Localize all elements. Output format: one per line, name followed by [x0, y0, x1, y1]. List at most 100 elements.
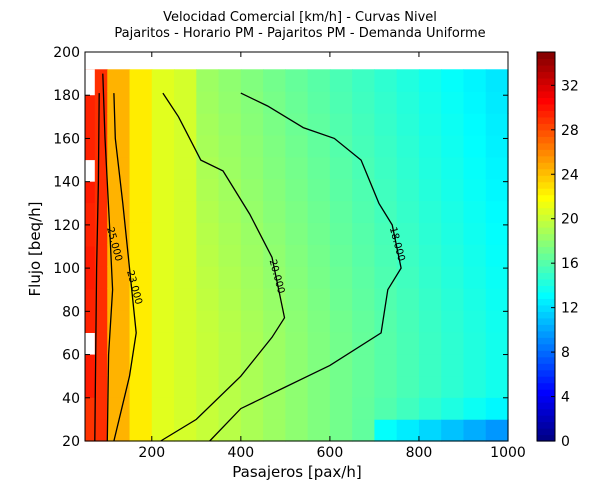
colorbar-segment	[537, 356, 555, 364]
heatmap-cell	[352, 244, 376, 267]
heatmap-cell	[329, 397, 353, 420]
colorbar-segment	[537, 149, 555, 157]
heatmap-cell	[307, 266, 331, 289]
heatmap-cell	[374, 91, 398, 114]
heatmap-cell	[151, 222, 175, 245]
heatmap-cell	[463, 244, 487, 267]
contour-line	[160, 92, 286, 442]
heatmap-cell	[307, 178, 331, 202]
heatmap-cell	[151, 353, 175, 377]
heatmap-cell	[240, 419, 264, 442]
heatmap-cell	[374, 200, 398, 223]
heatmap-cell	[463, 353, 487, 377]
heatmap-cell	[374, 178, 398, 202]
colorbar-segment	[537, 155, 555, 163]
chart-title-line-1: Velocidad Comercial [km/h] - Curvas Nive…	[163, 10, 437, 25]
heatmap-cell	[218, 113, 242, 136]
heatmap-cell	[352, 91, 376, 114]
heatmap-cell	[240, 178, 264, 202]
heatmap-cell	[174, 331, 197, 355]
heatmap-cell	[463, 134, 487, 158]
colorbar-segment	[537, 415, 555, 423]
colorbar-segment	[537, 291, 555, 299]
heatmap-cell	[196, 419, 220, 442]
heatmap-cell	[307, 244, 331, 267]
heatmap-cell	[285, 266, 309, 289]
heatmap-cell	[85, 160, 95, 182]
heatmap-cell	[107, 397, 131, 420]
heatmap-cell	[285, 353, 309, 377]
heatmap-cell	[396, 309, 420, 333]
heatmap-cell	[352, 331, 376, 355]
heatmap-cell	[441, 222, 465, 245]
heatmap-cell	[174, 91, 197, 114]
heatmap-cell	[85, 332, 95, 355]
colorbar-segment	[537, 110, 555, 118]
heatmap-cell	[396, 287, 420, 311]
colorbar-segment	[537, 363, 555, 371]
heatmap-cell	[196, 156, 220, 180]
heatmap-cell	[374, 419, 398, 442]
heatmap-cell	[129, 113, 153, 136]
heatmap-cell	[218, 222, 242, 245]
heatmap-cell	[196, 91, 220, 114]
heatmap-cell	[174, 287, 197, 311]
x-tick-label: 600	[317, 445, 344, 461]
plot-frame	[84, 51, 509, 442]
heatmap-cell	[396, 375, 420, 398]
heatmap-cell	[396, 200, 420, 223]
colorbar: 0 4 8 12 16 20 24 28 32	[536, 51, 579, 450]
heatmap-cell	[174, 375, 197, 398]
heatmap-cell	[441, 113, 465, 136]
heatmap-cell	[107, 309, 131, 333]
heatmap-cell	[129, 222, 153, 245]
heatmap-cell	[441, 309, 465, 333]
colorbar-segment	[537, 376, 555, 384]
colorbar-segment	[537, 52, 555, 60]
heatmap-cell	[463, 113, 487, 136]
heatmap-cell	[240, 375, 264, 398]
heatmap-cell	[263, 222, 286, 245]
heatmap-cell	[285, 375, 309, 398]
colorbar-segment	[537, 103, 555, 111]
heatmap-cell	[218, 134, 242, 158]
colorbar-segment	[537, 162, 555, 170]
heatmap-cell	[396, 419, 420, 442]
colorbar-segment	[537, 71, 555, 79]
colorbar-segment	[537, 220, 555, 228]
colorbar-tick-label: 4	[561, 390, 570, 406]
heatmap-cell	[463, 222, 487, 245]
heatmap-cell	[107, 178, 131, 202]
colorbar-segment	[537, 188, 555, 196]
heatmap-cell	[240, 156, 264, 180]
colorbar-segment	[537, 90, 555, 98]
heatmap-cell	[107, 266, 131, 289]
heatmap-cell	[485, 244, 509, 267]
heatmap-cell	[352, 134, 376, 158]
heatmap-cell	[85, 181, 95, 204]
colorbar-segment	[537, 201, 555, 209]
heatmap-cell	[151, 69, 175, 92]
heatmap-cells	[85, 69, 509, 442]
heatmap-cell	[107, 287, 131, 311]
colorbar-tick-label: 8	[561, 345, 570, 361]
heatmap-cell	[107, 353, 131, 377]
heatmap-cell	[374, 309, 398, 333]
heatmap-cell	[196, 134, 220, 158]
heatmap-cell	[463, 419, 487, 442]
heatmap-cell	[418, 91, 442, 114]
heatmap-cell	[240, 309, 264, 333]
colorbar-segment	[537, 84, 555, 92]
colorbar-segment	[537, 129, 555, 137]
colorbar-segment	[537, 285, 555, 293]
heatmap-cell	[285, 419, 309, 442]
heatmap-cell	[441, 69, 465, 92]
colorbar-segment	[537, 168, 555, 176]
heatmap-cell	[174, 244, 197, 267]
heatmap-cell	[218, 331, 242, 355]
heatmap-cell	[129, 309, 153, 333]
heatmap-cell	[396, 178, 420, 202]
heatmap-cell	[329, 156, 353, 180]
heatmap-cell	[151, 113, 175, 136]
